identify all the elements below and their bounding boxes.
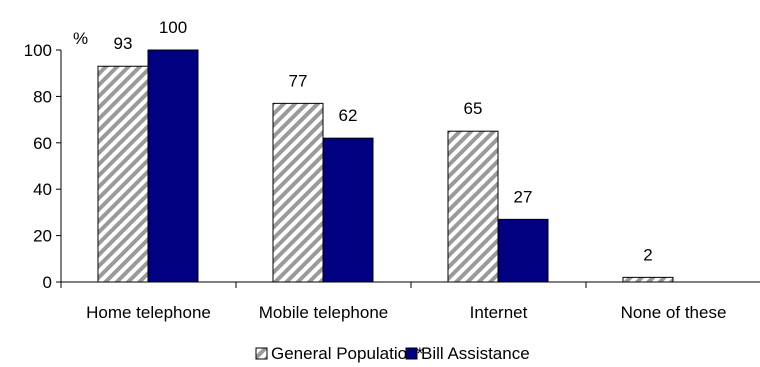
bar-general-population bbox=[272, 102, 324, 283]
x-category-label: None of these bbox=[621, 303, 727, 322]
x-category-label: Home telephone bbox=[86, 303, 211, 322]
legend-label-bill-assistance: Bill Assistance bbox=[421, 344, 530, 363]
data-label-bill-assistance: 62 bbox=[339, 106, 358, 125]
axes: 0 20 40 60 80 100 Home telephone Mobile telepho… bbox=[24, 41, 760, 322]
data-label-general-population: 65 bbox=[464, 99, 483, 118]
bar-bill-assistance bbox=[322, 137, 374, 283]
bar-general-population bbox=[447, 130, 499, 283]
data-label-general-population: 2 bbox=[643, 245, 652, 264]
data-label-general-population: 93 bbox=[114, 34, 133, 53]
data-label-general-population: 77 bbox=[289, 71, 308, 90]
data-label-bill-assistance: 27 bbox=[514, 187, 533, 206]
bar-bill-assistance bbox=[147, 49, 199, 283]
data-labels: 93 100 77 62 65 27 2 bbox=[114, 18, 653, 264]
data-label-bill-assistance: 100 bbox=[159, 18, 187, 37]
legend-swatch-bill-assistance bbox=[405, 347, 418, 360]
legend-label-general-population: General Population* bbox=[271, 344, 424, 363]
legend-swatch-general-population bbox=[255, 347, 268, 360]
y-tick-label: 60 bbox=[33, 134, 52, 153]
bar-bill-assistance bbox=[497, 218, 549, 283]
bar-general-population bbox=[622, 276, 674, 283]
y-tick-label: 40 bbox=[33, 180, 52, 199]
y-unit-label: % bbox=[73, 29, 88, 48]
legend: General Population* Bill Assistance bbox=[255, 344, 530, 363]
y-tick-label: 80 bbox=[33, 87, 52, 106]
x-category-label: Internet bbox=[470, 303, 528, 322]
x-category-label: Mobile telephone bbox=[259, 303, 388, 322]
y-tick-label: 20 bbox=[33, 227, 52, 246]
bars bbox=[97, 49, 674, 283]
y-tick-label: 0 bbox=[43, 273, 52, 292]
y-tick-label: 100 bbox=[24, 41, 52, 60]
bar-general-population bbox=[97, 65, 149, 283]
